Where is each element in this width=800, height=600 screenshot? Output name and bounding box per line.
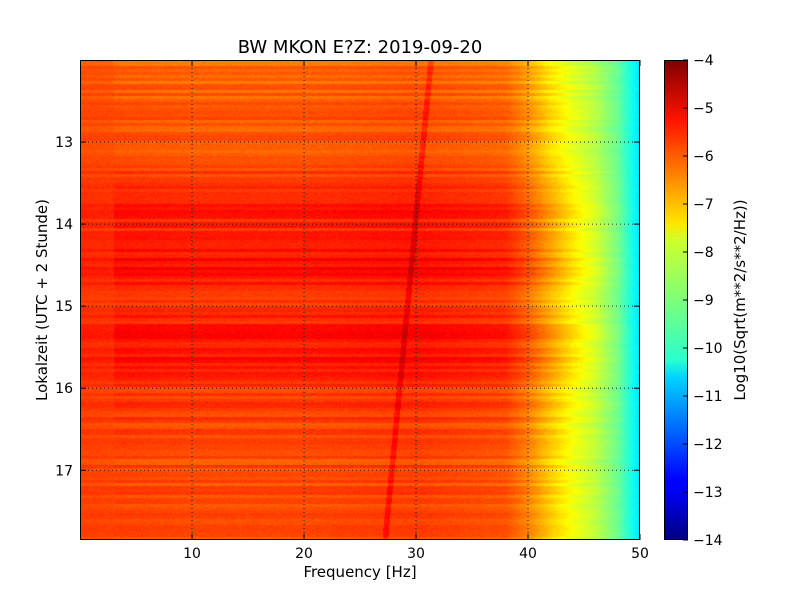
plot-frame <box>80 60 640 540</box>
colorbar-tick-label: −9 <box>693 293 714 309</box>
y-axis-label: Lokalzeit (UTC + 2 Stunde) <box>33 199 51 401</box>
x-axis: 10 20 30 40 50 <box>183 60 649 562</box>
x-tick-label: 40 <box>519 546 537 562</box>
colorbar-tick-label: −14 <box>693 533 723 549</box>
colorbar-tick-label: −6 <box>693 149 714 165</box>
y-tick-label: 17 <box>55 463 73 479</box>
heatmap-container <box>80 60 640 540</box>
colorbar-tick-label: −10 <box>693 341 723 357</box>
colorbar-label: Log10(Sqrt(m**2/s**2/Hz)) <box>731 199 749 400</box>
y-tick-label: 16 <box>55 381 73 397</box>
y-tick-label: 15 <box>55 299 73 315</box>
chart-title: BW MKON E?Z: 2019-09-20 <box>238 37 483 58</box>
colorbar-tick-label: −4 <box>693 53 714 69</box>
colorbar-tick-label: −5 <box>693 101 714 117</box>
y-axis: 13 14 15 16 17 <box>55 135 640 479</box>
spectrogram-heatmap <box>80 60 640 540</box>
colorbar-tick-label: −13 <box>693 485 723 501</box>
colorbar-tick-label: −11 <box>693 389 723 405</box>
x-axis-label: Frequency [Hz] <box>303 563 416 581</box>
x-tick-label: 10 <box>183 546 201 562</box>
y-tick-label: 13 <box>55 135 73 151</box>
colorbar-tick-label: −7 <box>693 197 714 213</box>
colorbar-tick-label: −8 <box>693 245 714 261</box>
colorbar-ticks: −4 −5 −6 −7 −8 −9 −10 −11 −12 −13 −14 <box>683 53 723 549</box>
y-tick-label: 14 <box>55 217 73 233</box>
x-tick-label: 20 <box>295 546 313 562</box>
grid-lines <box>80 60 640 540</box>
x-tick-label: 30 <box>407 546 425 562</box>
x-tick-label: 50 <box>631 546 649 562</box>
colorbar-tick-label: −12 <box>693 437 723 453</box>
